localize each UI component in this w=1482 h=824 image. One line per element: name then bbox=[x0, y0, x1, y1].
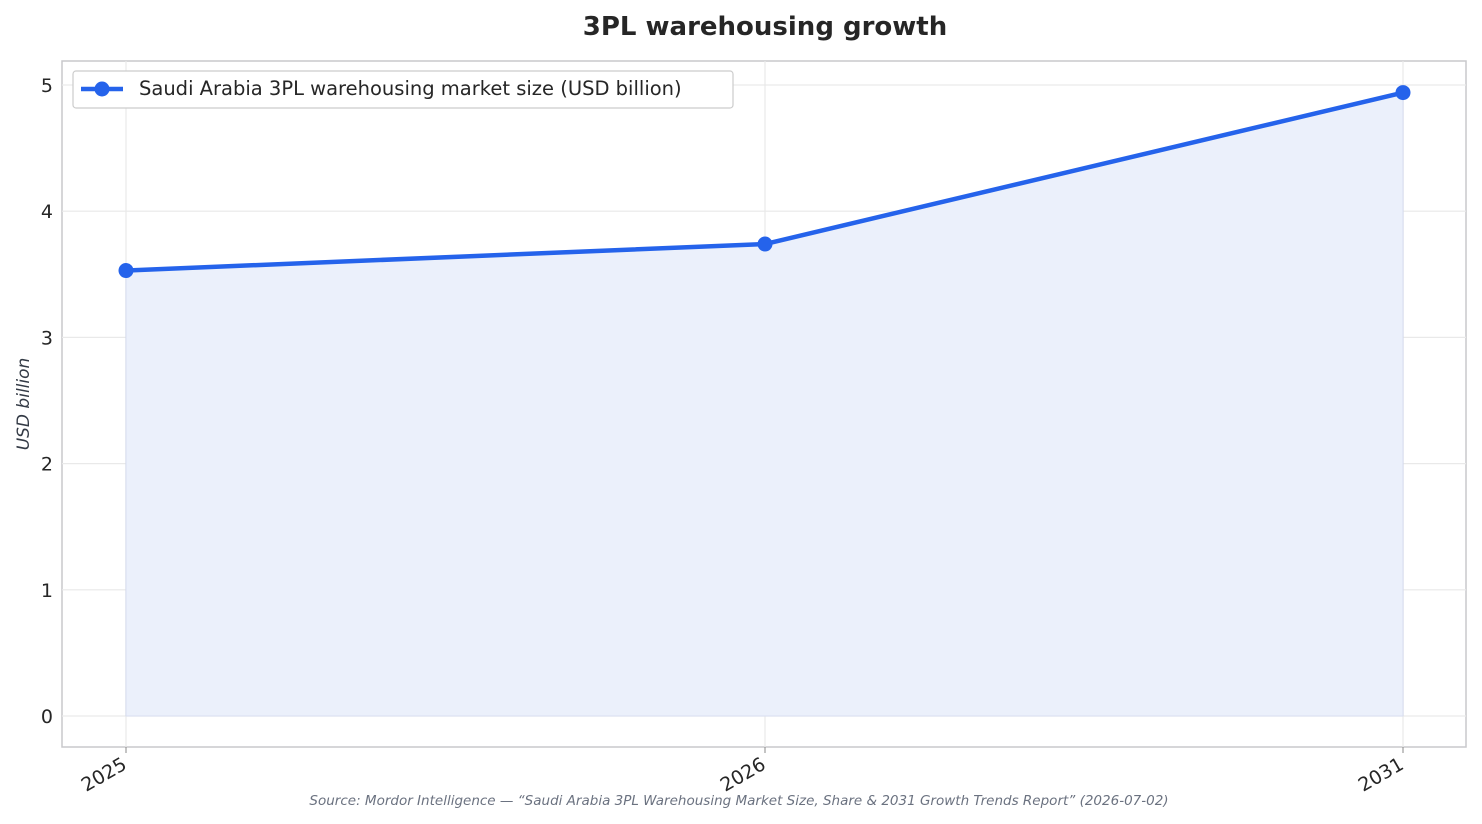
y-tick-label: 5 bbox=[41, 75, 53, 97]
chart-title: 3PL warehousing growth bbox=[583, 12, 947, 42]
data-point-2031[interactable] bbox=[1395, 85, 1411, 101]
y-axis-label: USD billion bbox=[14, 358, 34, 451]
y-tick-label: 2 bbox=[41, 454, 53, 476]
legend[interactable]: Saudi Arabia 3PL warehousing market size… bbox=[72, 70, 734, 109]
data-point-2026[interactable] bbox=[757, 236, 773, 252]
y-tick-label: 4 bbox=[41, 201, 53, 223]
x-tick-label: 2025 bbox=[78, 753, 131, 796]
x-tick-label: 2026 bbox=[717, 753, 770, 796]
data-point-2025[interactable] bbox=[118, 263, 134, 279]
y-tick-label: 3 bbox=[41, 327, 53, 349]
legend-box bbox=[72, 70, 734, 109]
y-tick-label: 0 bbox=[41, 706, 53, 728]
x-axis-ticks: 2025 2026 2031 bbox=[78, 747, 1408, 797]
y-tick-label: 1 bbox=[41, 580, 53, 602]
legend-entry-label: Saudi Arabia 3PL warehousing market size… bbox=[139, 77, 682, 100]
source-note: Source: Mordor Intelligence — “Saudi Ara… bbox=[309, 793, 1168, 809]
legend-marker-icon bbox=[94, 81, 110, 97]
series-points bbox=[118, 85, 1411, 279]
y-axis-ticks: 0 1 2 3 4 5 bbox=[41, 75, 53, 728]
x-tick-label: 2031 bbox=[1355, 753, 1408, 796]
